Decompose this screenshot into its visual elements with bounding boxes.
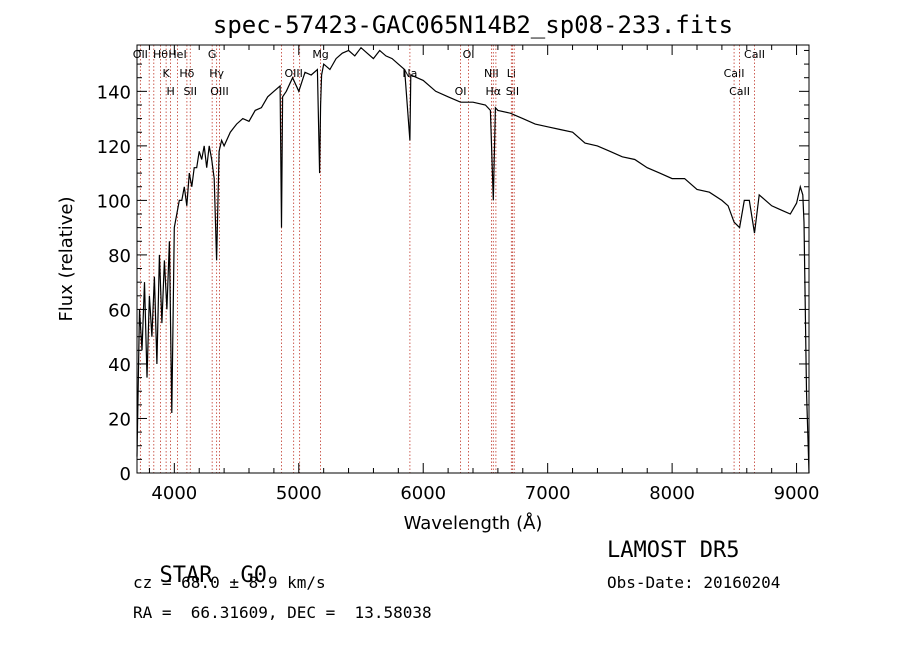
axis-ticks: 4000 5000 6000 7000 8000 9000 0 20 40 60 80 100 120 1… [97, 45, 820, 504]
line-marker-label-10: Hγ [209, 67, 224, 80]
line-marker-label-0: OII [133, 48, 148, 61]
object-subclass: G0 [240, 563, 267, 588]
survey-name: LAMOST DR5 [607, 538, 740, 563]
x-tick-label-1: 5000 [276, 483, 322, 504]
spectral-line-markers: OII HθKHHeIHδSIIGHγOIIIOIIIMgNaOIOINIIHαL… [133, 45, 765, 473]
y-tick-label-0: 0 [120, 464, 131, 485]
line-marker-label-5: H [166, 85, 174, 98]
line-marker-label-9: G [208, 48, 217, 61]
line-marker-label-27: CaII [744, 48, 765, 61]
x-tick-label-2: 6000 [400, 483, 446, 504]
line-marker-label-25: CaII [724, 67, 745, 80]
line-marker-label-23: SII [506, 85, 519, 98]
line-marker-label-19: NII [484, 67, 499, 80]
line-marker-label-8: SII [184, 85, 197, 98]
line-marker-label-17: OI [455, 85, 467, 98]
spectrum-series [136, 46, 810, 474]
chart-title: spec-57423-GAC065N14B2_sp08-233.fits [213, 11, 733, 39]
line-marker-label-6: HeI [168, 48, 186, 61]
spectral-class: STAR G0 [133, 538, 267, 588]
y-tick-label-6: 120 [97, 137, 131, 158]
line-marker-label-22: Li [507, 67, 516, 80]
plot-frame [136, 44, 810, 474]
y-tick-label-1: 20 [108, 409, 131, 430]
line-marker-label-11: OIII [210, 85, 228, 98]
spectrum-line-0 [136, 46, 810, 474]
line-marker-label-18: OI [463, 48, 475, 61]
x-tick-label-4: 8000 [649, 483, 695, 504]
y-axis-label: Flux (relative) [56, 196, 77, 321]
y-tick-label-3: 60 [108, 300, 131, 321]
line-marker-label-15: Mg [312, 48, 328, 61]
line-marker-label-7: Hδ [179, 67, 194, 80]
x-tick-label-5: 9000 [774, 483, 820, 504]
y-tick-label-5: 100 [97, 191, 131, 212]
y-tick-label-4: 80 [108, 246, 131, 267]
x-axis-label: Wavelength (Å) [404, 512, 543, 534]
redshift-velocity: cz = 68.0 ± 8.9 km/s [133, 573, 326, 592]
line-marker-label-4: K [163, 67, 171, 80]
x-tick-label-0: 4000 [151, 483, 197, 504]
line-marker-label-26: CaII [729, 85, 750, 98]
x-tick-label-3: 7000 [525, 483, 571, 504]
line-marker-label-20: Hα [486, 85, 502, 98]
object-class: STAR [159, 563, 213, 588]
coordinates: RA = 66.31609, DEC = 13.58038 [133, 603, 432, 622]
line-marker-label-13: OIII [284, 67, 302, 80]
y-tick-label-2: 40 [108, 355, 131, 376]
y-tick-label-7: 140 [97, 82, 131, 103]
observation-date: Obs-Date: 20160204 [607, 573, 781, 592]
line-marker-label-3: Hθ [153, 48, 168, 61]
